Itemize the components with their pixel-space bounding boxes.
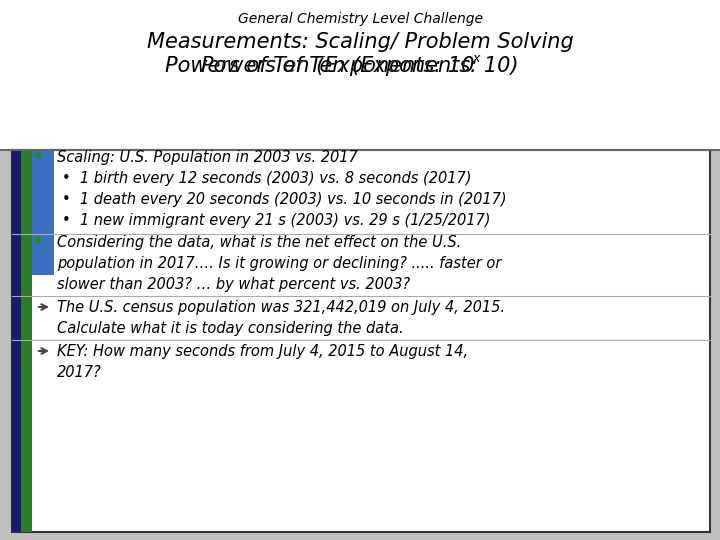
Text: 2017?: 2017? [57,365,102,380]
Text: Measurements: Scaling/ Problem Solving: Measurements: Scaling/ Problem Solving [147,32,573,52]
Text: •  1 death every 20 seconds (2003) vs. 10 seconds in (2017): • 1 death every 20 seconds (2003) vs. 10… [62,192,507,207]
Text: Calculate what it is today considering the data.: Calculate what it is today considering t… [57,321,404,336]
Bar [21,150,32,532]
Text: population in 2017…. Is it growing or declining? ..... faster or: population in 2017…. Is it growing or de… [57,256,501,271]
Text: x: x [472,52,480,65]
Text: ◆: ◆ [34,235,42,245]
Text: KEY: How many seconds from July 4, 2015 to August 14,: KEY: How many seconds from July 4, 2015 … [57,344,468,359]
Text: •  1 birth every 12 seconds (2003) vs. 8 seconds (2017): • 1 birth every 12 seconds (2003) vs. 8 … [62,171,472,186]
Bar [32,150,54,275]
Bar [12,150,21,532]
Text: The U.S. census population was 321,442,019 on July 4, 2015.: The U.S. census population was 321,442,0… [57,300,505,315]
Text: General Chemistry Level Challenge: General Chemistry Level Challenge [238,12,482,26]
Text: •  1 new immigrant every 21 s (2003) vs. 29 s (1/25/2017): • 1 new immigrant every 21 s (2003) vs. … [62,213,490,228]
Text: Powers of Ten (Exponents: 10: Powers of Ten (Exponents: 10 [166,56,474,76]
Text: Scaling: U.S. Population in 2003 vs. 2017: Scaling: U.S. Population in 2003 vs. 201… [57,150,358,165]
Text: slower than 2003? … by what percent vs. 2003?: slower than 2003? … by what percent vs. … [57,277,410,292]
Text: Powers of Ten (Exponents: 10): Powers of Ten (Exponents: 10) [202,56,518,76]
Text: Powers of Ten (Exponents: 10): Powers of Ten (Exponents: 10) [202,56,518,76]
Text: ◆: ◆ [34,150,42,160]
Bar [12,150,710,532]
Text: Considering the data, what is the net effect on the U.S.: Considering the data, what is the net ef… [57,235,462,250]
Bar [0,0,720,150]
